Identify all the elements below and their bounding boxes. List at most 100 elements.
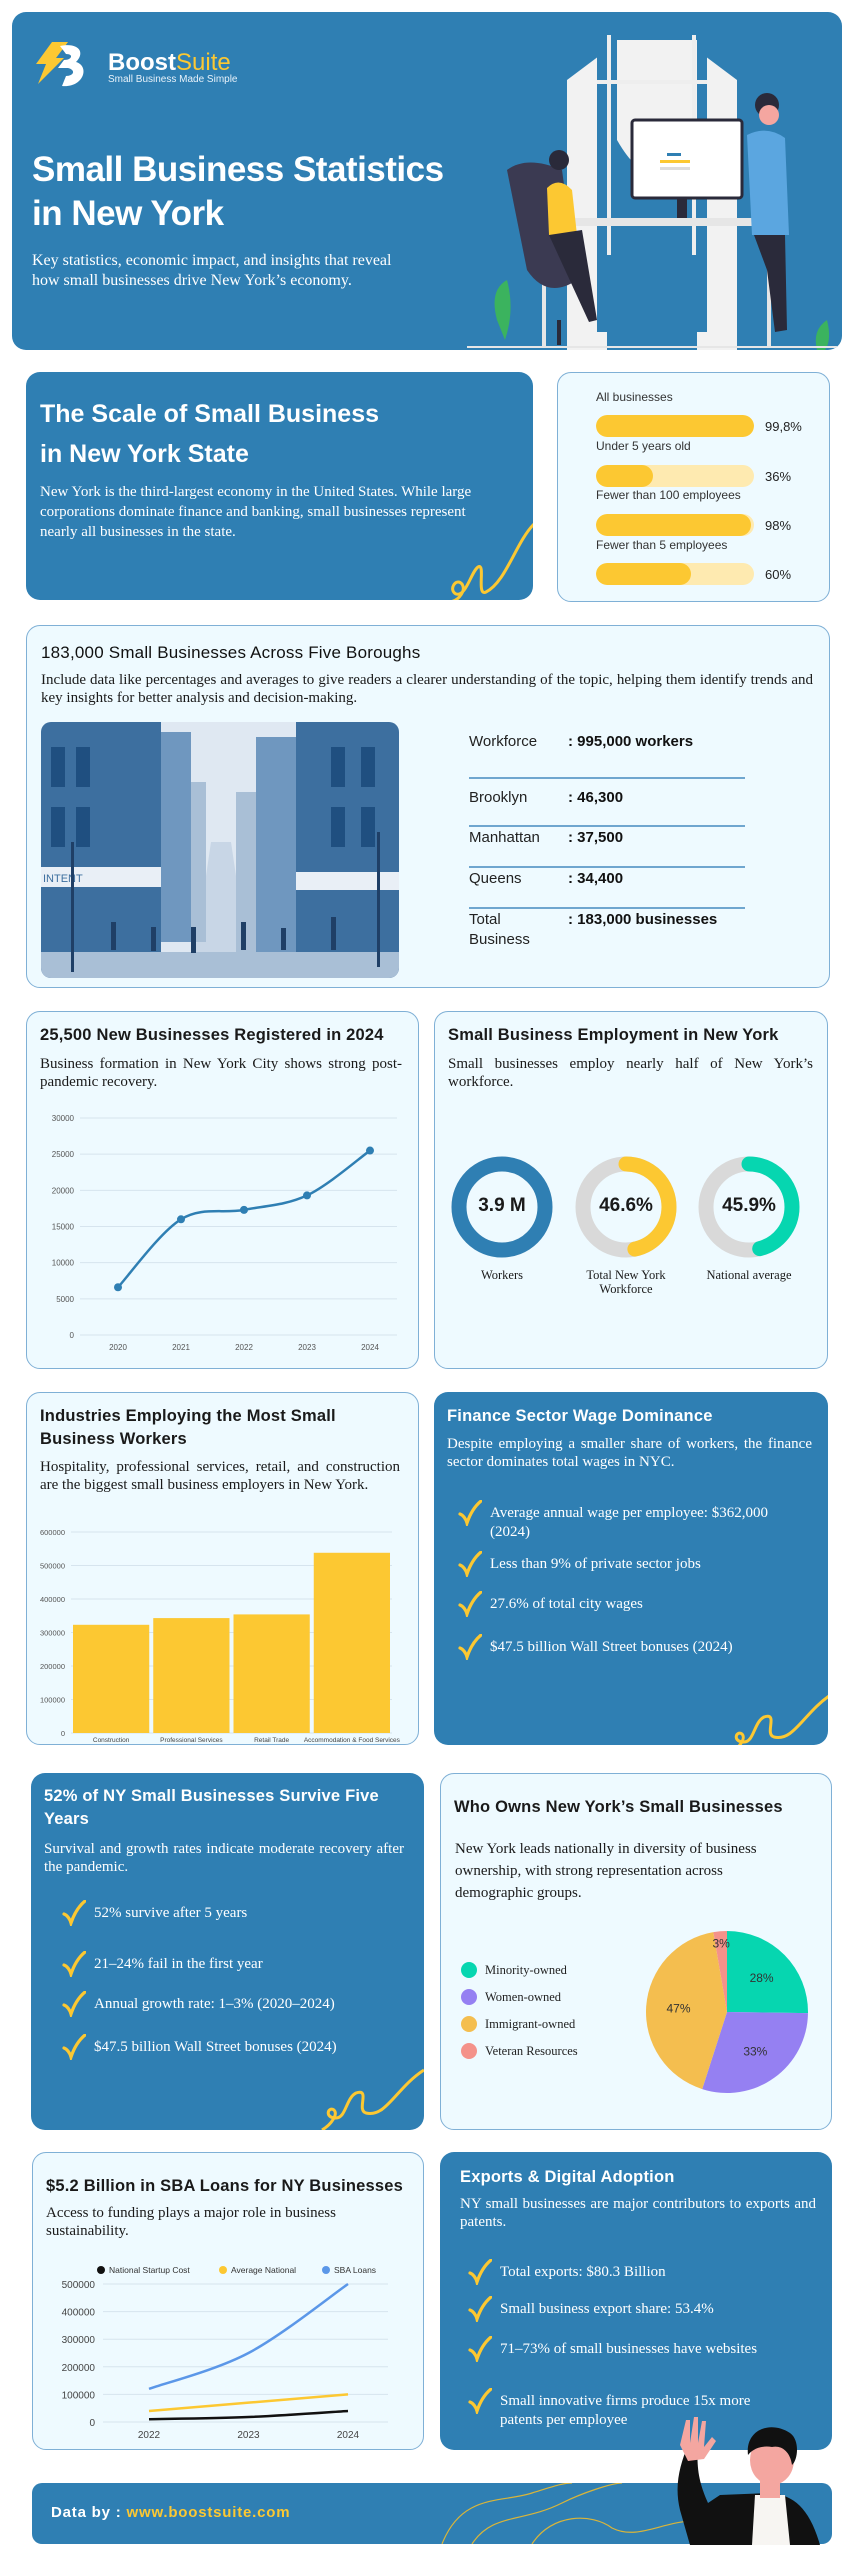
donut-ring (575, 1156, 677, 1258)
scale-body: New York is the third-largest economy in… (40, 484, 472, 540)
ownership-pie-chart: 28% Minority-owned 33% Women-owned 47% Immigr… (461, 1931, 808, 2093)
borough-stat-label: Workforce (469, 733, 538, 750)
checklist-text: 71–73% of small businesses have websites (500, 2341, 758, 2357)
data-point (177, 1215, 185, 1224)
data-point (240, 1205, 248, 1214)
boostsuite-logo-icon (36, 42, 84, 87)
checklist-item: 21–24% fail in the first year (62, 1951, 402, 1977)
checkmark-icon (458, 1634, 482, 1660)
y-tick-label: 30000 (52, 1114, 75, 1123)
hero-title-line2: in New York (32, 194, 224, 233)
legend-label: Average National (231, 2265, 296, 2275)
share-bar-track (596, 563, 754, 585)
checkmark-icon (62, 1991, 86, 2017)
boroughs-body: Include data like percentages and averag… (41, 672, 813, 706)
sba-line-chart: 0 100000 200000 300000 400000 500000 2022 2023 2… (62, 2265, 388, 2441)
scale-card: The Scale of Small Business in New York … (26, 372, 533, 600)
industries-title: Industries Employing the Most Small Busi… (40, 1407, 336, 1448)
donut-ring (698, 1156, 800, 1258)
scale-title: The Scale of Small Business in New York … (40, 394, 379, 474)
checklist-text: 21–24% fail in the first year (94, 1956, 263, 1972)
share-bar-label: All businesses (596, 390, 673, 404)
series-line (148, 2409, 349, 2421)
x-tick-label: Construction (93, 1737, 130, 1744)
share-bar-fill (596, 415, 754, 437)
series-line (148, 2393, 349, 2413)
donut-label: Workers (480, 1268, 524, 1282)
pie-slice-label: 3% (712, 1936, 730, 1950)
industries-card: Industries Employing the Most Small Busi… (26, 1392, 419, 1745)
share-bar-value: 60% (765, 567, 792, 582)
donut-arc (698, 1156, 800, 1258)
checklist-item: Less than 9% of private sector jobs (458, 1551, 798, 1577)
pie-slice-label: 47% (667, 2002, 691, 2016)
survival-card: 52% of NY Small Businesses Survive Five … (31, 1773, 424, 2130)
new-businesses-line-chart: 0 5000 10000 15000 20000 25000 30000 2020 2021 20… (52, 1114, 397, 1352)
store-sign: INTENT (43, 873, 83, 885)
x-tick-label: 2022 (138, 2430, 161, 2441)
y-tick-label: 0 (70, 1331, 75, 1340)
share-bar-label: Fewer than 100 employees (596, 488, 741, 502)
x-tick-label: Retail Trade (254, 1737, 289, 1744)
legend-swatch (461, 2043, 477, 2059)
x-tick-label: Professional Services (160, 1737, 223, 1744)
checklist-item: Annual growth rate: 1–3% (2020–2024) (62, 1991, 402, 2017)
checkmark-icon (62, 1951, 86, 1977)
legend-label: SBA Loans (334, 2265, 376, 2275)
owners-body: New York leads nationally in diversity o… (455, 1841, 757, 1901)
donut-stat: 3.9 M Workers (447, 1152, 557, 1312)
series-line (117, 1149, 371, 1289)
business-share-card: All businesses 99,8% Under 5 years old 36% F… (557, 372, 830, 602)
checklist-item: Average annual wage per employee: $362,0… (458, 1500, 798, 1542)
finance-body: Despite employing a smaller share of wor… (447, 1436, 812, 1470)
legend-swatch (461, 1989, 477, 2005)
y-tick-label: 400000 (62, 2308, 96, 2319)
x-tick-label: 2023 (237, 2430, 260, 2441)
divider (469, 825, 745, 827)
footer-credit: Data by : www.boostsuite.com (51, 2504, 290, 2521)
squiggle-decoration (734, 1695, 828, 1745)
share-bar-fill (596, 514, 751, 536)
legend-marker (97, 2266, 105, 2274)
hero-banner: BoostSuite Small Business Made Simple Sm… (12, 12, 842, 350)
share-bar-track (596, 415, 754, 437)
y-tick-label: 300000 (40, 1629, 65, 1638)
pie-slice-label: 28% (750, 1971, 774, 1985)
donut-ring (451, 1156, 553, 1258)
y-tick-label: 0 (89, 2418, 95, 2429)
share-bar-label: Under 5 years old (596, 439, 691, 453)
legend-swatch (461, 1962, 477, 1978)
footer-link[interactable]: www.boostsuite.com (126, 2504, 291, 2521)
exports-card: Exports & Digital Adoption NY small busi… (440, 2152, 832, 2450)
exports-body: NY small businesses are major contributo… (460, 2196, 816, 2230)
x-tick-label: Accommodation & Food Services (304, 1737, 401, 1744)
survival-body: Survival and growth rates indicate moder… (44, 1841, 404, 1875)
scale-title-line1: The Scale of Small Business (40, 400, 380, 428)
series-line (148, 2282, 349, 2391)
x-tick-label: 2022 (235, 1343, 253, 1352)
donut-label: National average (706, 1268, 792, 1282)
borough-stat-value: : 34,400 (568, 870, 624, 887)
divider (469, 907, 745, 909)
checklist-text: 52% survive after 5 years (94, 1905, 248, 1921)
squiggle-decoration (451, 522, 533, 600)
y-tick-label: 20000 (52, 1186, 75, 1195)
share-bar-fill (596, 563, 691, 585)
hero-subtitle-line2: how small businesses drive New York’s ec… (32, 272, 352, 289)
share-bar-label: Fewer than 5 employees (596, 538, 728, 552)
office-workers-illustration (467, 32, 837, 350)
x-tick-label: 2023 (298, 1343, 316, 1352)
industries-bar-chart: 0 100000 200000 300000 400000 500000 600000 Con… (40, 1528, 401, 1744)
y-tick-label: 300000 (62, 2335, 96, 2346)
borough-stat-label: Manhattan (469, 829, 540, 846)
checklist-text: Small business export share: 53.4% (500, 2301, 714, 2317)
checklist-item: 52% survive after 5 years (62, 1900, 402, 1926)
legend-label: National Startup Cost (109, 2265, 190, 2275)
hero-title-line1: Small Business Statistics (32, 150, 444, 189)
checklist-item: 71–73% of small businesses have websites (468, 2336, 758, 2362)
borough-stat-value: : 37,500 (568, 829, 624, 846)
legend-label: Immigrant-owned (485, 2017, 576, 2031)
employment-body: Small businesses employ nearly half of N… (448, 1056, 813, 1090)
employment-card: Small Business Employment in New York Sm… (434, 1011, 828, 1369)
y-tick-label: 0 (61, 1729, 65, 1738)
